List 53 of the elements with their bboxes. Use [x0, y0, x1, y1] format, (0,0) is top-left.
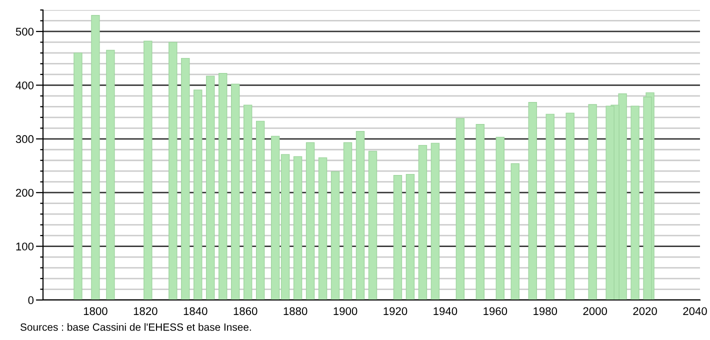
bar: [546, 114, 554, 300]
bar: [181, 58, 190, 300]
bar: [218, 73, 228, 300]
bar: [91, 15, 100, 300]
bar: [496, 136, 504, 300]
bar: [528, 102, 537, 300]
x-tick-label: 1800: [84, 307, 108, 316]
bar: [356, 131, 365, 300]
bar: [293, 156, 302, 300]
x-tick-label: 1940: [434, 307, 458, 316]
x-tick-label: 2040: [683, 307, 707, 316]
bar: [368, 150, 378, 300]
bar: [256, 120, 265, 300]
x-tick-label: 1860: [234, 307, 258, 316]
bar: [456, 118, 465, 300]
bar: [430, 142, 440, 300]
bar: [343, 142, 352, 300]
x-tick-label: 1960: [484, 307, 508, 316]
bar: [406, 174, 415, 300]
bar: [206, 76, 215, 300]
y-tick-label: 300: [16, 135, 34, 144]
bar: [393, 175, 402, 300]
bar: [74, 52, 82, 300]
x-tick-label: 2020: [633, 307, 657, 316]
x-tick-label: 2000: [583, 307, 608, 316]
bar: [243, 104, 252, 300]
x-tick-label: 1980: [534, 307, 558, 316]
bar: [588, 104, 597, 300]
x-tick-label: 1880: [284, 307, 308, 316]
y-tick-label: 500: [16, 28, 34, 36]
x-tick-label: 1840: [184, 307, 208, 316]
bar: [144, 40, 152, 300]
x-tick-label: 1920: [384, 307, 408, 316]
bar: [306, 142, 315, 300]
bar: [106, 50, 115, 300]
bar: [510, 163, 520, 300]
y-tick-label: 100: [16, 242, 34, 250]
x-tick-label: 1900: [334, 307, 358, 316]
bar: [643, 96, 652, 300]
y-tick-label: 400: [16, 81, 34, 90]
bar: [566, 112, 574, 300]
bar: [418, 144, 428, 300]
bar: [630, 106, 640, 300]
bar: [231, 84, 240, 300]
y-tick-label: 0: [28, 296, 34, 304]
bar: [168, 42, 178, 300]
bar: [318, 157, 328, 300]
bar: [194, 90, 202, 300]
bar: [476, 124, 485, 300]
y-tick-label: 200: [16, 188, 34, 197]
source-note: Sources : base Cassini de l'EHESS et base Insee.: [20, 323, 251, 331]
bar: [330, 171, 340, 300]
x-tick-label: 1820: [134, 307, 158, 316]
